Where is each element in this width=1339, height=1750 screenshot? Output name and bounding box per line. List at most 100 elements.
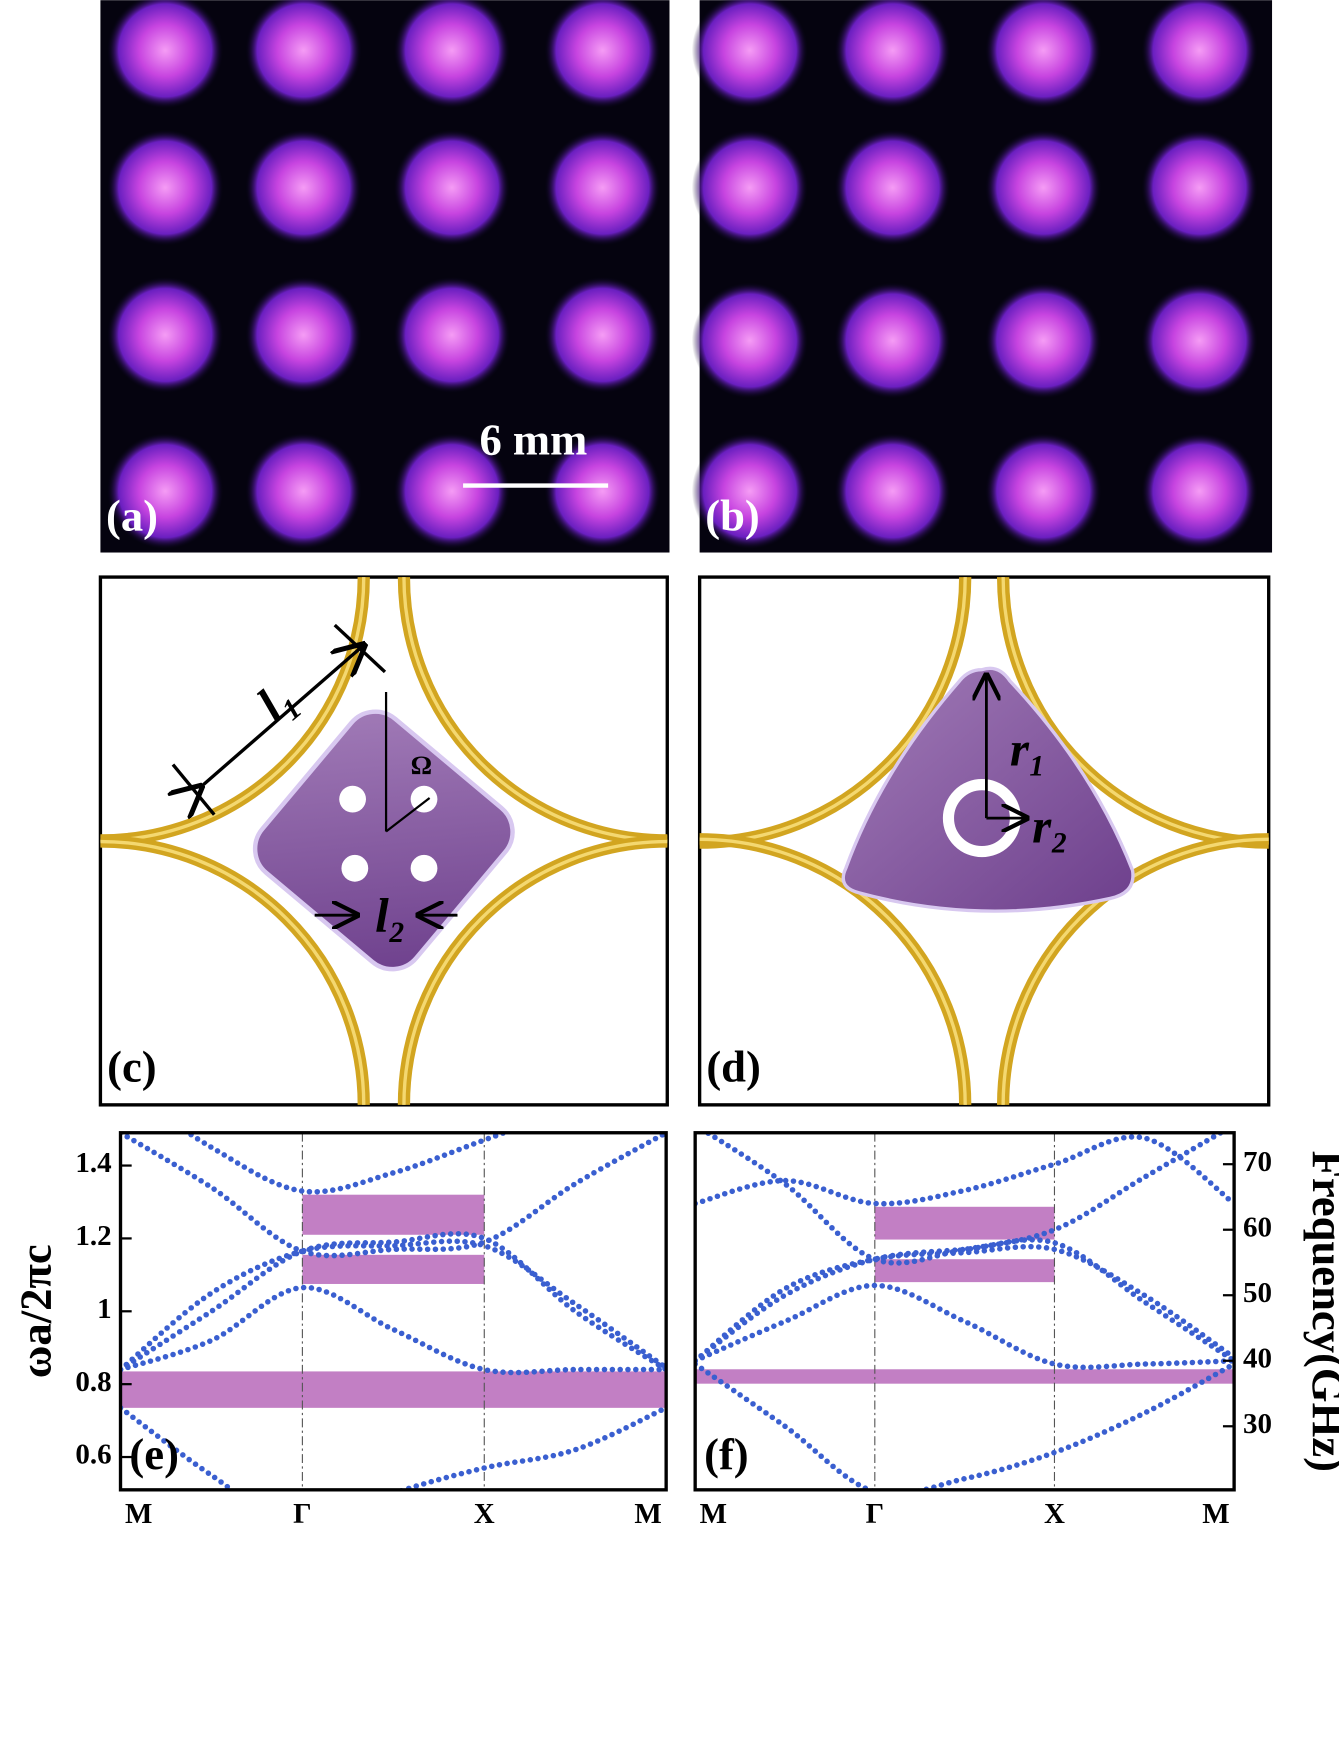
band-line <box>120 1238 667 1373</box>
blob <box>1141 282 1258 399</box>
x-tick-label: M <box>1202 1498 1229 1530</box>
x-tick-label: Γ <box>293 1498 311 1530</box>
blob <box>1141 0 1258 109</box>
blob <box>393 129 510 246</box>
blob <box>544 276 661 393</box>
r1-label: r₁ <box>1010 722 1046 777</box>
band-chart: M Γ X M 30 40 50 60 70 Frequency(GHz) (f) <box>693 1131 1339 1530</box>
y-tick-label: 50 <box>1243 1277 1272 1309</box>
panel-c: l₁ Ω l₂ (c) <box>98 575 669 1107</box>
y-axis-label: Frequency(GHz) <box>1303 1151 1339 1472</box>
blob <box>1141 433 1258 550</box>
blob <box>544 433 661 550</box>
panel-label: (f) <box>704 1429 749 1479</box>
blob-grid <box>107 0 661 550</box>
panel-d: r₁ r₂ (d) <box>697 575 1271 1107</box>
x-tick-label: X <box>1044 1498 1065 1530</box>
band-gap <box>302 1254 485 1284</box>
blob <box>245 0 362 109</box>
l2-label: l₂ <box>375 888 406 943</box>
blob <box>107 0 224 109</box>
y-tick-label: 40 <box>1243 1342 1272 1374</box>
blob <box>393 276 510 393</box>
blob <box>985 282 1102 399</box>
panel-label: (e) <box>129 1429 179 1479</box>
blob <box>691 0 808 109</box>
blob <box>107 433 224 550</box>
band-line <box>695 1361 1235 1490</box>
angle-label: Ω <box>411 750 432 780</box>
band-line <box>120 1405 667 1490</box>
band-gap <box>120 1371 667 1408</box>
x-tick-label: X <box>474 1498 495 1530</box>
x-tick-label: M <box>700 1498 727 1530</box>
blob <box>985 433 1102 550</box>
panel-label: (a) <box>106 490 158 540</box>
dimension-tick <box>171 763 216 816</box>
y-tick-label: 70 <box>1243 1146 1272 1178</box>
blob <box>691 433 808 550</box>
blob <box>245 276 362 393</box>
plot-frame <box>118 1131 668 1492</box>
blob <box>834 129 951 246</box>
panel-label: (b) <box>705 490 760 540</box>
blob <box>107 276 224 393</box>
blob <box>245 433 362 550</box>
x-tick-label: M <box>125 1498 152 1530</box>
y-tick-label: 1 <box>97 1293 112 1325</box>
blob <box>544 0 661 109</box>
scale-label: 6 mm <box>479 415 587 465</box>
blob <box>393 433 510 550</box>
charts: M Γ X M 0.6 0.8 1 1.2 1.4 ωa/2πc (e) M Γ X M 30 40 50 60 70… <box>10 1131 1339 1530</box>
blob <box>691 282 808 399</box>
blob <box>245 129 362 246</box>
plot-area <box>695 1132 1235 1490</box>
panel-b: (b) <box>691 0 1273 553</box>
r2-label: r₂ <box>1032 799 1068 854</box>
panel-a: 6 mm (a) <box>100 0 670 553</box>
band-gap <box>302 1194 485 1235</box>
blob <box>691 129 808 246</box>
y-tick-label: 60 <box>1243 1211 1272 1243</box>
band-line <box>702 1132 1227 1266</box>
x-tick-label: M <box>634 1498 661 1530</box>
dimension-line <box>201 645 364 787</box>
panel-label: (c) <box>107 1042 157 1092</box>
blob <box>834 0 951 109</box>
blob <box>107 129 224 246</box>
x-tick-label: Γ <box>866 1498 884 1530</box>
blob <box>985 129 1102 246</box>
band-chart: M Γ X M 0.6 0.8 1 1.2 1.4 ωa/2πc (e) <box>10 1131 668 1530</box>
band-gap <box>874 1206 1055 1240</box>
y-tick-label: 0.8 <box>75 1366 111 1398</box>
band-line <box>120 1132 667 1259</box>
band-gap <box>695 1369 1235 1384</box>
blob <box>834 282 951 399</box>
band-line <box>183 1132 512 1195</box>
band-line <box>695 1282 1235 1371</box>
band-line <box>695 1134 1235 1207</box>
y-axis-label: ωa/2πc <box>10 1244 60 1378</box>
blob <box>544 129 661 246</box>
blob <box>1141 129 1258 246</box>
blob <box>393 0 510 109</box>
y-tick-label: 1.2 <box>75 1220 111 1252</box>
y-tick-label: 0.6 <box>75 1439 111 1471</box>
band-line <box>695 1243 1235 1364</box>
y-tick-label: 30 <box>1243 1408 1272 1440</box>
band-line <box>120 1230 667 1373</box>
y-tick-label: 1.4 <box>75 1147 111 1179</box>
plot-frame <box>693 1131 1236 1492</box>
blob <box>985 0 1102 109</box>
band-gap <box>874 1259 1055 1283</box>
angle-line <box>385 797 431 833</box>
dimension-tick <box>333 623 387 674</box>
panel-label: (d) <box>706 1042 761 1092</box>
band-line <box>695 1237 1235 1364</box>
blob-grid <box>691 0 1258 550</box>
blob <box>834 433 951 550</box>
band-line <box>120 1284 667 1376</box>
plot-area <box>120 1132 667 1490</box>
